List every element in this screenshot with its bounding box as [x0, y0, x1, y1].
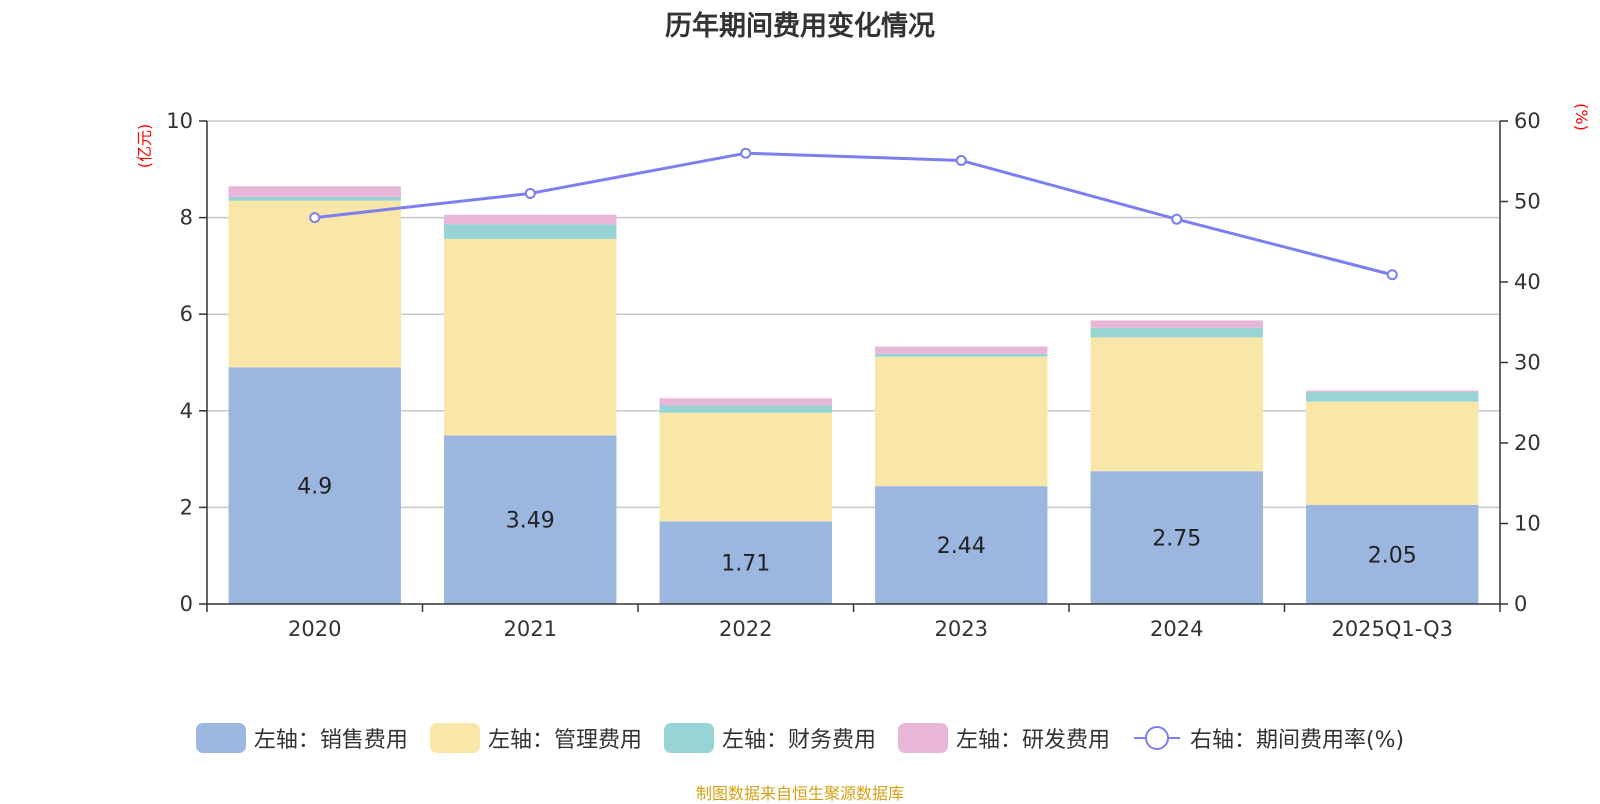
bar-左轴：财务费用 — [1090, 327, 1263, 338]
legend-label: 左轴：管理费用 — [487, 728, 642, 753]
rate-point — [309, 212, 321, 224]
legend-swatch — [663, 723, 714, 753]
bar-左轴：管理费用 — [659, 412, 832, 522]
bar-左轴：财务费用 — [228, 196, 401, 201]
bar-左轴：销售费用 — [444, 435, 617, 604]
bar-data-label: 2.44 — [937, 534, 986, 559]
x-tick-label: 2025Q1-Q3 — [1331, 617, 1453, 641]
legend-label: 左轴：销售费用 — [253, 728, 408, 753]
x-tick-label: 2020 — [288, 617, 341, 641]
left-tick-label: 10 — [166, 109, 193, 133]
legend-swatch — [897, 723, 948, 753]
x-tick-label: 2022 — [719, 617, 772, 641]
bar-左轴：研发费用 — [444, 214, 617, 225]
bar-左轴：销售费用 — [875, 486, 1048, 604]
right-tick-label: 40 — [1514, 270, 1541, 294]
bar-左轴：销售费用 — [1306, 504, 1479, 604]
bar-左轴：管理费用 — [228, 200, 401, 368]
left-tick-label: 8 — [180, 206, 193, 230]
legend-label: 左轴：财务费用 — [721, 728, 876, 753]
legend-item[interactable]: 左轴：研发费用 — [897, 722, 1110, 754]
bar-左轴：研发费用 — [659, 398, 832, 406]
chart-title: 历年期间费用变化情况 — [665, 11, 935, 42]
bar-左轴：管理费用 — [1090, 337, 1263, 472]
left-tick-label: 2 — [180, 495, 193, 519]
left-tick-label: 0 — [180, 592, 193, 616]
bar-data-label: 2.05 — [1368, 543, 1417, 568]
bar-data-label: 2.75 — [1152, 527, 1201, 552]
bar-左轴：管理费用 — [444, 238, 617, 436]
legend-item[interactable]: 右轴：期间费用率(%) — [1132, 722, 1404, 754]
rate-point — [955, 154, 967, 166]
right-tick-label: 20 — [1514, 431, 1541, 455]
legend-swatch — [195, 723, 246, 753]
bar-data-label: 3.49 — [506, 509, 555, 534]
bar-左轴：研发费用 — [1306, 390, 1479, 392]
bar-左轴：销售费用 — [1090, 471, 1263, 604]
bar-左轴：研发费用 — [228, 186, 401, 197]
right-tick-label: 30 — [1514, 351, 1541, 375]
x-tick-label: 2021 — [504, 617, 557, 641]
bar-左轴：财务费用 — [875, 353, 1048, 357]
legend-line-marker — [1133, 726, 1180, 750]
bar-data-label: 1.71 — [721, 552, 770, 577]
bar-左轴：财务费用 — [1306, 391, 1479, 402]
legend-item[interactable]: 左轴：财务费用 — [663, 722, 876, 754]
right-tick-label: 0 — [1514, 592, 1527, 616]
bar-左轴：研发费用 — [875, 346, 1048, 354]
legend: 左轴：销售费用 左轴：管理费用 左轴：财务费用 左轴：研发费用 右轴：期间费用率(%) — [0, 722, 1600, 754]
bar-左轴：销售费用 — [228, 367, 401, 604]
x-tick-label: 2024 — [1150, 617, 1203, 641]
rate-point — [524, 187, 536, 199]
rate-point — [1386, 269, 1398, 281]
left-tick-label: 4 — [180, 399, 193, 423]
right-tick-label: 10 — [1514, 512, 1541, 536]
left-axis-unit: (亿元) — [135, 124, 154, 169]
rate-point — [740, 147, 752, 159]
right-axis-unit: (%) — [1572, 103, 1591, 131]
bar-data-label: 4.9 — [297, 475, 332, 500]
bar-左轴：管理费用 — [1306, 401, 1479, 505]
legend-label: 左轴：研发费用 — [955, 728, 1110, 753]
bar-左轴：财务费用 — [444, 224, 617, 239]
left-tick-label: 6 — [180, 302, 193, 326]
bar-左轴：管理费用 — [875, 356, 1048, 487]
legend-item[interactable]: 左轴：销售费用 — [195, 722, 408, 754]
legend-swatch — [429, 723, 480, 753]
source-note: 制图数据来自恒生聚源数据库 — [695, 784, 904, 803]
x-tick-label: 2023 — [935, 617, 988, 641]
rate-line — [314, 151, 1393, 277]
rate-point — [1171, 213, 1183, 225]
right-tick-label: 50 — [1514, 190, 1541, 214]
bar-左轴：财务费用 — [659, 405, 832, 413]
right-tick-label: 60 — [1514, 109, 1541, 133]
bar-左轴：研发费用 — [1090, 320, 1263, 328]
legend-item[interactable]: 左轴：管理费用 — [429, 722, 642, 754]
bar-左轴：销售费用 — [659, 521, 832, 604]
legend-label: 右轴：期间费用率(%) — [1189, 728, 1405, 753]
